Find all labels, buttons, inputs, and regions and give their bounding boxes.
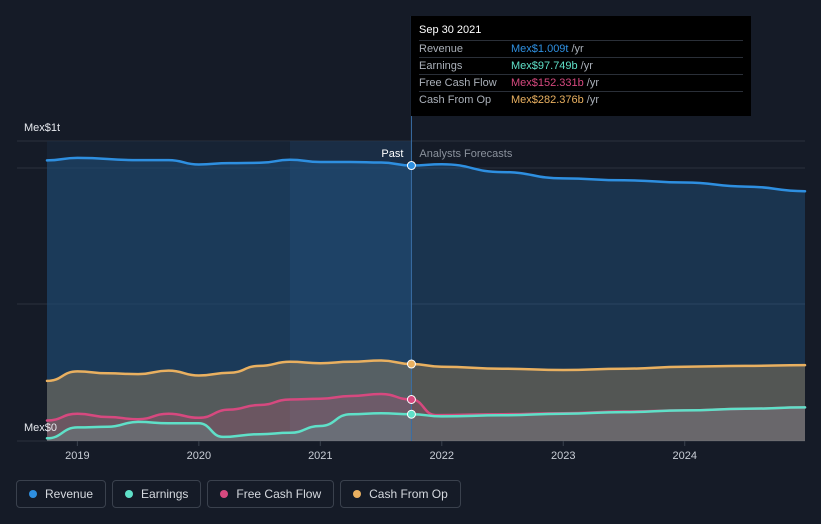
tooltip-unit: /yr [586,77,600,89]
earnings-dot-icon [125,490,134,498]
tooltip-value: Mex$97.749b [511,60,578,72]
y-axis-bottom-label: Mex$0 [24,422,58,434]
revenue-dot-icon [29,490,37,498]
earnings-line [45,406,807,440]
forecast-label: Analysts Forecasts [419,148,512,160]
legend-item-cash-from-op[interactable]: Cash From Op [340,480,461,508]
tooltip-label: Revenue [419,43,464,55]
legend-item-revenue[interactable]: Revenue [16,480,107,508]
tooltip-unit: /yr [571,43,584,55]
x-tick-label: 2023 [551,450,575,462]
fcf-dot-icon [220,490,229,498]
cash-from-op-line [45,359,807,383]
x-tick-label: 2020 [187,450,211,462]
tooltip-date: Sep 30 2021 [419,24,482,36]
x-tick-label: 2019 [65,450,89,462]
x-tick-label: 2021 [308,450,332,462]
legend: Revenue Earnings Free Cash Flow Cash Fro… [16,480,461,510]
tooltip-label: Earnings [419,60,463,72]
cfo-dot-icon [353,490,362,498]
past-label: Past [381,148,403,160]
tooltip-value: Mex$152.331b [511,77,584,89]
revenue-marker [406,161,416,171]
revenue-line [45,156,807,193]
tooltip-row-fcf: Free Cash Flow Mex$152.331b /yr [419,74,743,91]
tooltip-row-revenue: Revenue Mex$1.009t /yr [419,40,743,57]
earnings-area [47,407,805,441]
revenue-area [47,157,805,441]
free-cash-flow-area [47,394,805,441]
cash-from-op-area [47,360,805,441]
earnings-marker [406,409,416,419]
legend-item-free-cash-flow[interactable]: Free Cash Flow [207,480,335,508]
tooltip-label: Free Cash Flow [419,77,497,89]
cash-from-op-marker [406,359,416,369]
tooltip: Sep 30 2021 Revenue Mex$1.009t /yr Earni… [411,16,751,116]
x-tick-label: 2024 [672,450,696,462]
x-tick-label: 2022 [430,450,454,462]
y-axis-top-label: Mex$1t [24,122,61,134]
tooltip-value: Mex$1.009t [511,43,569,55]
tooltip-row-earnings: Earnings Mex$97.749b /yr [419,57,743,74]
tooltip-value: Mex$282.376b [511,94,584,106]
legend-label: Cash From Op [369,487,448,501]
highlight-band [289,141,412,441]
tooltip-label: Cash From Op [419,94,492,106]
legend-label: Earnings [141,487,189,501]
tooltip-unit: /yr [580,60,593,72]
past-region [47,141,412,441]
legend-label: Free Cash Flow [236,487,322,501]
legend-item-earnings[interactable]: Earnings [112,480,202,508]
legend-label: Revenue [45,487,94,501]
free-cash-flow-marker [406,395,416,405]
tooltip-unit: /yr [586,94,600,106]
tooltip-row-cfo: Cash From Op Mex$282.376b /yr [419,91,743,108]
